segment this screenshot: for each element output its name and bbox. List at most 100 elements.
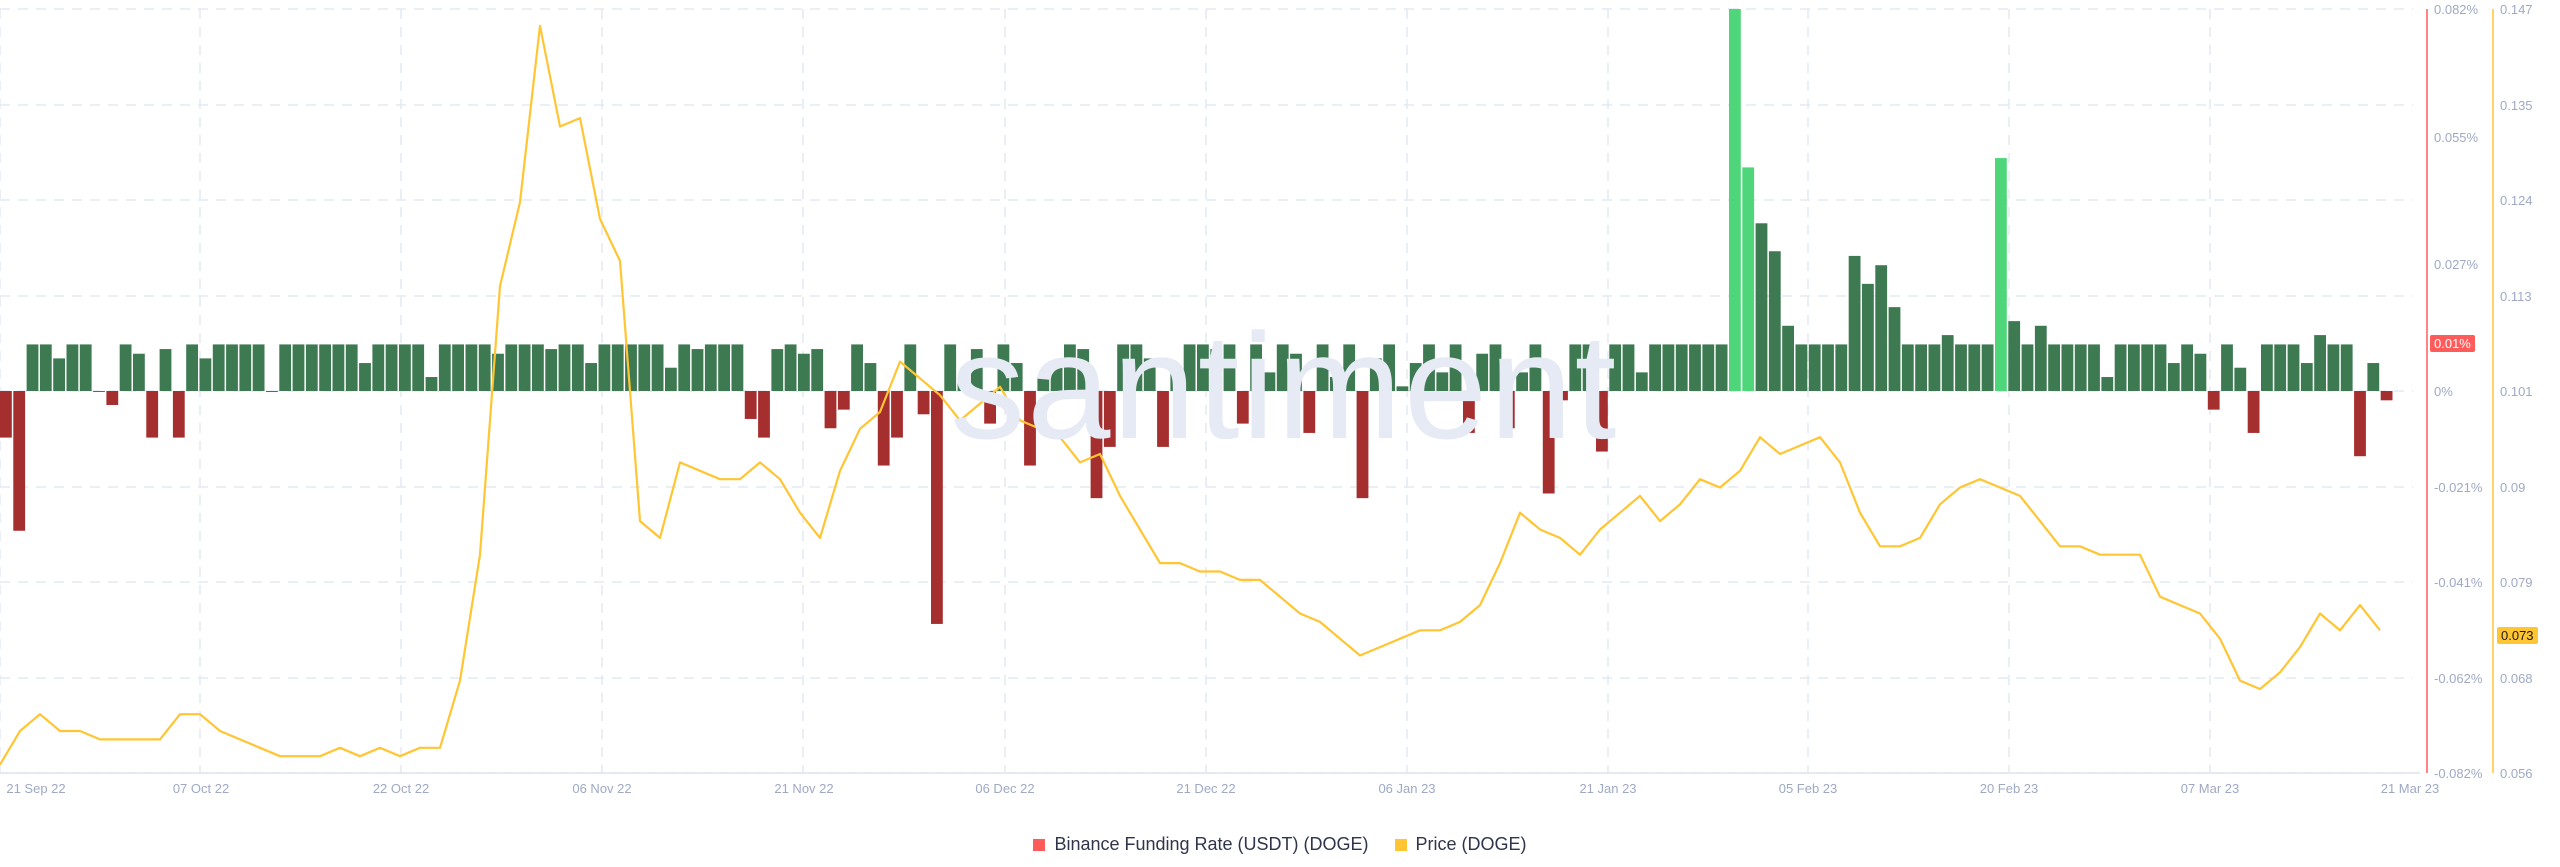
funding-bar[interactable] — [1755, 223, 1768, 391]
funding-bar[interactable] — [984, 391, 996, 424]
funding-bar[interactable] — [758, 391, 770, 438]
funding-bar[interactable] — [571, 344, 584, 391]
funding-bar[interactable] — [172, 391, 185, 438]
funding-bar[interactable] — [26, 344, 39, 391]
funding-bar[interactable] — [1955, 344, 1967, 391]
funding-bar[interactable] — [1037, 377, 1050, 391]
funding-bar[interactable] — [53, 358, 65, 391]
funding-bar[interactable] — [1715, 344, 1728, 391]
funding-bar[interactable] — [1343, 344, 1356, 391]
funding-bar[interactable] — [2300, 363, 2313, 391]
funding-bar[interactable] — [2048, 344, 2060, 391]
funding-bar[interactable] — [931, 391, 943, 624]
funding-bar[interactable] — [1702, 344, 1715, 391]
funding-bar[interactable] — [345, 344, 358, 391]
funding-bar[interactable] — [252, 344, 265, 391]
funding-bar[interactable] — [1782, 325, 1794, 391]
funding-bar[interactable] — [1502, 391, 1515, 429]
funding-bar[interactable] — [704, 344, 717, 391]
funding-bar[interactable] — [2207, 391, 2220, 410]
funding-bar[interactable] — [1822, 344, 1834, 391]
funding-bar[interactable] — [691, 349, 704, 391]
funding-bar[interactable] — [891, 391, 903, 438]
funding-bar[interactable] — [2021, 344, 2034, 391]
funding-bar[interactable] — [1210, 349, 1223, 391]
funding-bar[interactable] — [425, 377, 438, 391]
funding-bar[interactable] — [532, 344, 544, 391]
funding-bar[interactable] — [1662, 344, 1675, 391]
funding-bar[interactable] — [2008, 321, 2021, 391]
funding-bar[interactable] — [1383, 344, 1395, 391]
funding-bar[interactable] — [199, 358, 212, 391]
funding-bar[interactable] — [1795, 344, 1808, 391]
funding-bar[interactable] — [13, 391, 26, 531]
funding-bar[interactable] — [2234, 367, 2247, 391]
funding-bar[interactable] — [478, 344, 491, 391]
funding-bar[interactable] — [718, 344, 730, 391]
funding-bar[interactable] — [106, 391, 119, 405]
funding-bar[interactable] — [1649, 344, 1661, 391]
funding-bar[interactable] — [279, 344, 292, 391]
funding-bar[interactable] — [1396, 386, 1409, 391]
funding-bar[interactable] — [997, 344, 1010, 391]
funding-bar[interactable] — [146, 391, 159, 438]
funding-bar[interactable] — [1449, 344, 1462, 391]
funding-bar[interactable] — [438, 344, 451, 391]
funding-bar[interactable] — [1622, 344, 1635, 391]
funding-bar[interactable] — [877, 391, 890, 466]
funding-bar[interactable] — [1875, 265, 1888, 391]
funding-bar[interactable] — [505, 344, 518, 391]
funding-bar[interactable] — [944, 344, 957, 391]
funding-bar[interactable] — [904, 344, 917, 391]
funding-bar[interactable] — [851, 344, 863, 391]
funding-bar[interactable] — [1423, 344, 1435, 391]
funding-bar[interactable] — [1010, 363, 1023, 391]
funding-bar[interactable] — [2061, 344, 2074, 391]
funding-bar[interactable] — [2380, 391, 2393, 401]
funding-bar[interactable] — [385, 344, 398, 391]
funding-bar[interactable] — [1183, 344, 1196, 391]
funding-bar[interactable] — [359, 363, 371, 391]
funding-bar[interactable] — [1409, 363, 1422, 391]
funding-bar[interactable] — [79, 344, 92, 391]
funding-bar[interactable] — [1689, 344, 1701, 391]
funding-bar[interactable] — [93, 391, 105, 392]
funding-bar[interactable] — [1197, 344, 1209, 391]
funding-bar[interactable] — [1742, 167, 1755, 391]
funding-bar[interactable] — [1250, 344, 1262, 391]
funding-bar[interactable] — [2287, 344, 2300, 391]
funding-bar[interactable] — [1223, 344, 1236, 391]
funding-bar[interactable] — [2261, 344, 2273, 391]
funding-bar[interactable] — [1516, 372, 1528, 391]
funding-bar[interactable] — [784, 344, 797, 391]
funding-bar[interactable] — [1995, 158, 2007, 391]
funding-bar[interactable] — [1529, 344, 1542, 391]
funding-bar[interactable] — [1848, 255, 1861, 391]
funding-bar[interactable] — [1090, 391, 1103, 499]
funding-bar[interactable] — [1968, 344, 1981, 391]
price-line[interactable] — [0, 24, 2381, 766]
funding-bar[interactable] — [292, 344, 305, 391]
funding-bar[interactable] — [1476, 353, 1489, 391]
funding-bar[interactable] — [2034, 325, 2047, 391]
funding-bar[interactable] — [1888, 307, 1901, 391]
funding-bar[interactable] — [1436, 372, 1449, 391]
funding-bar[interactable] — [1130, 344, 1143, 391]
funding-bar[interactable] — [305, 344, 318, 391]
funding-bar[interactable] — [1330, 377, 1342, 391]
funding-bar[interactable] — [2141, 344, 2154, 391]
funding-bar[interactable] — [1768, 251, 1781, 391]
funding-bar[interactable] — [2128, 344, 2140, 391]
funding-bar[interactable] — [399, 344, 411, 391]
funding-bar[interactable] — [1981, 344, 1994, 391]
funding-bar[interactable] — [2088, 344, 2100, 391]
funding-bar[interactable] — [2101, 377, 2114, 391]
funding-bar[interactable] — [1064, 344, 1076, 391]
funding-bar[interactable] — [585, 363, 597, 391]
funding-bar[interactable] — [1170, 367, 1183, 391]
funding-bar[interactable] — [2314, 335, 2326, 391]
funding-bar[interactable] — [2367, 363, 2380, 391]
funding-bar[interactable] — [558, 344, 571, 391]
funding-bar[interactable] — [1901, 344, 1914, 391]
